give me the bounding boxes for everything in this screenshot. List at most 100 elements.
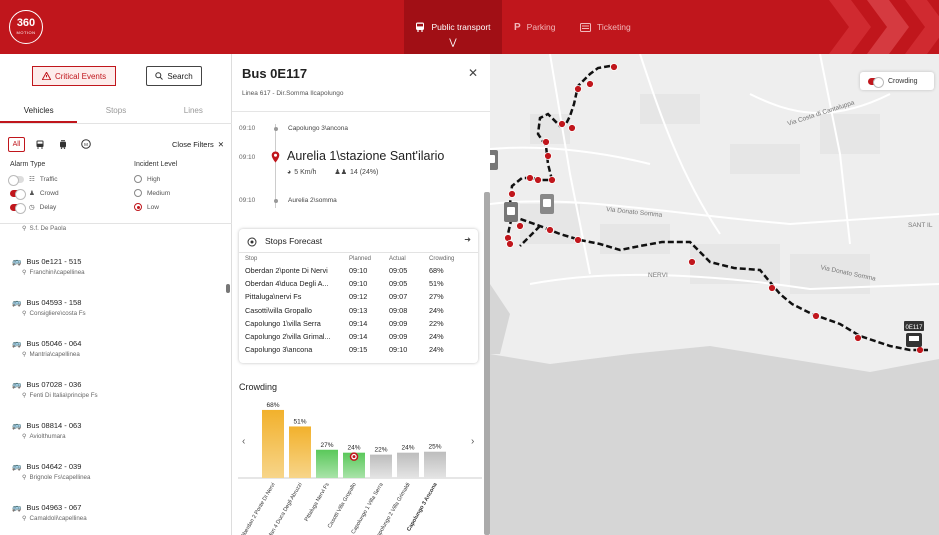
incident-level-filter: Incident Level High Medium Low: [134, 161, 224, 214]
bar-value-label: 25%: [428, 444, 441, 451]
bus-stop-marker[interactable]: [490, 150, 498, 170]
list-item[interactable]: 🚌 Bus 0e121 - 515 ⚲ Franchini\capellinea: [12, 257, 85, 276]
chart-next-arrow[interactable]: ›: [471, 436, 474, 447]
crowd-toggle[interactable]: [10, 188, 26, 200]
forecast-actual-cell: 09:10: [389, 345, 408, 355]
crowding-map-toggle[interactable]: Crowding: [860, 72, 934, 90]
list-item[interactable]: 🚌 Bus 08814 - 063 ⚲ Aviolthumara: [12, 421, 82, 440]
crowding-bar[interactable]: [397, 452, 419, 478]
forecast-stop-cell: Capolungo 3\ancona: [245, 345, 313, 355]
crowding-bar-chart: ‹ ›68%Oberdan 2 Ponte Di Nervi51%Oberdan …: [238, 402, 482, 535]
forecast-crowding-cell: 27%: [429, 292, 444, 302]
list-item[interactable]: 🚌 Bus 04963 - 067 ⚲ Camaldoli\capellinea: [12, 503, 87, 522]
crowding-bar[interactable]: [262, 409, 284, 478]
filter-all-button[interactable]: All: [8, 136, 25, 152]
search-button[interactable]: Search: [146, 66, 202, 86]
traffic-icon: ☷: [29, 176, 35, 183]
list-item[interactable]: 🚌 Bus 07028 - 036 ⚲ Fenti Di Italia\princi…: [12, 380, 98, 399]
forecast-actual-cell: 09:05: [389, 266, 408, 275]
forecast-planned-cell: 09:15: [349, 345, 368, 355]
double-chevron-down-icon: ⋁: [449, 37, 457, 47]
close-filters-button[interactable]: Close Filters ✕: [172, 139, 224, 149]
bar-value-label: 22%: [374, 447, 387, 454]
people-icon: ♟: [29, 190, 35, 197]
next-stop-name: Aurelia 2\somma: [288, 197, 337, 204]
page-title: Bus 0E117: [242, 66, 308, 81]
incident-option-medium[interactable]: Medium: [134, 186, 224, 200]
location-pin-icon: [271, 151, 280, 163]
open-forecast-button[interactable]: ➜: [464, 235, 471, 244]
list-item[interactable]: ⚲ S.f. De Paola: [22, 225, 67, 232]
divider: [239, 252, 478, 253]
crowding-bar[interactable]: [424, 451, 446, 478]
forecast-crowding-cell: 24%: [429, 305, 444, 315]
bus-icon: 🚌: [12, 462, 22, 471]
list-item[interactable]: 🚌 Bus 04642 - 039 ⚲ Brignole Fs\capellinea: [12, 462, 91, 481]
alarm-option-crowd[interactable]: ♟ Crowd: [10, 186, 120, 200]
top-header: 360 MOTION Public transport ⋁ P Parking …: [0, 0, 939, 54]
delay-toggle[interactable]: [10, 202, 26, 214]
alarm-type-title: Alarm Type: [10, 161, 46, 168]
close-panel-button[interactable]: ✕: [468, 66, 478, 80]
bus-stop-marker[interactable]: [540, 194, 554, 214]
next-stop-time: 09:10: [239, 197, 256, 204]
forecast-stop-cell: Pittaluga\nervi Fs: [245, 292, 302, 302]
route-map[interactable]: 0E117 Via Costa di Cantaluppa Via Donato…: [490, 54, 939, 535]
medium-radio[interactable]: [134, 189, 142, 197]
low-radio[interactable]: [134, 203, 142, 211]
incident-option-low[interactable]: Low: [134, 200, 224, 214]
crowding-bar[interactable]: [343, 452, 365, 478]
tab-stops[interactable]: Stops: [105, 106, 127, 115]
close-icon: ✕: [217, 139, 224, 149]
ticket-icon: [580, 22, 591, 32]
bar-category-label: Casotti Villa Gropallo: [327, 482, 358, 529]
forecast-title: Stops Forecast: [265, 236, 323, 246]
list-item[interactable]: 🚌 Bus 04593 - 158 ⚲ Consigliere\costa Fs: [12, 298, 86, 317]
nav-parking[interactable]: P Parking: [514, 0, 556, 54]
bus-stop-marker[interactable]: [504, 202, 518, 222]
high-radio[interactable]: [134, 175, 142, 183]
traffic-toggle[interactable]: [8, 174, 24, 186]
incident-option-high[interactable]: High: [134, 172, 224, 186]
chart-prev-arrow[interactable]: ‹: [242, 436, 245, 447]
nav-public-transport[interactable]: Public transport ⋁: [404, 0, 502, 54]
alarm-option-traffic[interactable]: ☷ Traffic: [8, 172, 120, 186]
app-logo[interactable]: 360 MOTION: [9, 10, 43, 44]
filter-bus-button[interactable]: [31, 137, 48, 152]
timeline-dot: [273, 127, 278, 131]
arrow-right-icon: ➜: [464, 235, 471, 244]
tab-lines[interactable]: Lines: [183, 106, 203, 115]
detail-scrollbar[interactable]: [484, 192, 490, 535]
location-pin-icon: ⚲: [22, 269, 27, 276]
map-area-label: SANT IL: [908, 222, 933, 229]
nav-ticketing[interactable]: Ticketing: [580, 0, 631, 54]
filter-metro-button[interactable]: M: [77, 137, 95, 152]
critical-events-button[interactable]: Critical Events: [32, 66, 116, 86]
crowding-bar[interactable]: [316, 449, 338, 478]
bus-icon: 🚌: [12, 380, 22, 389]
tab-vehicles[interactable]: Vehicles: [0, 102, 78, 123]
vehicle-filter-row: All M Close Filters ✕: [8, 136, 224, 152]
bar-value-label: 51%: [293, 418, 306, 425]
clock-icon: ◷: [29, 204, 35, 211]
timeline-dot: [273, 199, 278, 203]
left-scrollbar[interactable]: [226, 284, 230, 293]
col-header-actual: Actual: [389, 256, 406, 262]
forecast-stop-cell: Capolungo 1\villa Serra: [245, 318, 321, 328]
map-canvas[interactable]: 0E117: [490, 54, 939, 535]
left-tabs: Vehicles Stops Lines: [0, 102, 232, 124]
current-bus-marker[interactable]: 0E117: [904, 321, 924, 347]
divider: [232, 111, 490, 112]
forecast-planned-cell: 09:14: [349, 332, 368, 341]
forecast-planned-cell: 09:10: [349, 279, 368, 289]
crowding-bar[interactable]: [289, 426, 311, 478]
filter-tram-button[interactable]: [54, 137, 71, 152]
close-icon: ✕: [468, 66, 479, 80]
nav-label: Ticketing: [597, 22, 631, 32]
crowding-toggle-switch[interactable]: [868, 76, 884, 88]
crowding-bar[interactable]: [370, 454, 392, 478]
crowding-title: Crowding: [239, 382, 278, 392]
bus-tag: 0E117: [906, 325, 924, 331]
list-item[interactable]: 🚌 Bus 05046 - 064 ⚲ Mantria\capellinea: [12, 339, 82, 358]
alarm-option-delay[interactable]: ◷ Delay: [10, 200, 120, 214]
